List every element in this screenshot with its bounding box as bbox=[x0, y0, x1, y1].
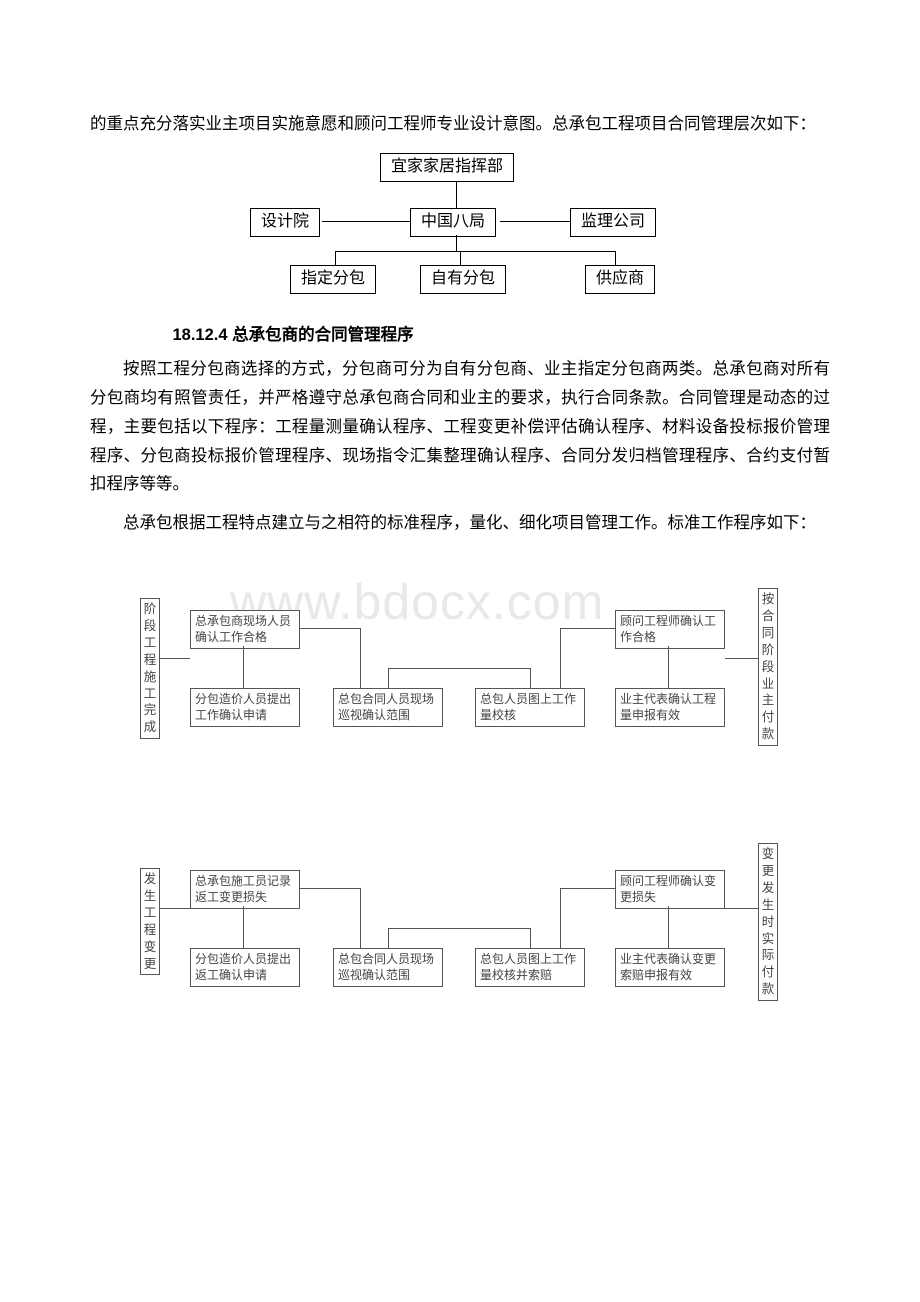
body-paragraph-2: 总承包根据工程特点建立与之相符的标准程序，量化、细化项目管理工作。标准工作程序如… bbox=[90, 509, 830, 538]
flow2-box-r2b: 总包合同人员现场巡视确认范围 bbox=[333, 948, 443, 986]
flow2-box-r2c: 总包人员图上工作量校核并索赔 bbox=[475, 948, 585, 986]
org-node-supervisor: 监理公司 bbox=[570, 208, 656, 237]
org-node-own-sub: 自有分包 bbox=[420, 265, 506, 294]
flowchart-change-payment: 发生工程变更 变更发生时实际付款 总承包施工员记录返工变更损失 顾问工程师确认变… bbox=[140, 848, 780, 1053]
org-node-desig-sub: 指定分包 bbox=[290, 265, 376, 294]
flow2-box-r1b: 顾问工程师确认变更损失 bbox=[615, 870, 725, 908]
org-node-design: 设计院 bbox=[250, 208, 320, 237]
org-node-top: 宜家家居指挥部 bbox=[380, 153, 514, 182]
flow2-box-r1a: 总承包施工员记录返工变更损失 bbox=[190, 870, 300, 908]
flow1-box-r1a: 总承包商现场人员确认工作合格 bbox=[190, 610, 300, 648]
flow1-box-r2a: 分包造价人员提出工作确认申请 bbox=[190, 688, 300, 726]
section-heading: 18.12.4 总承包商的合同管理程序 bbox=[90, 321, 830, 345]
flow1-box-r1b: 顾问工程师确认工作合格 bbox=[615, 610, 725, 648]
org-node-center: 中国八局 bbox=[410, 208, 496, 237]
flow2-box-r2a: 分包造价人员提出返工确认申请 bbox=[190, 948, 300, 986]
flow1-right-label: 按合同阶段业主付款 bbox=[758, 588, 778, 746]
intro-paragraph: 的重点充分落实业主项目实施意愿和顾问工程师专业设计意图。总承包工程项目合同管理层… bbox=[90, 110, 830, 139]
flow1-box-r2c: 总包人员图上工作量校核 bbox=[475, 688, 585, 726]
org-hierarchy-chart: 宜家家居指挥部 设计院 中国八局 监理公司 指定分包 自有分包 供应商 bbox=[200, 153, 720, 303]
flowchart-stage-payment: 阶段工程施工完成 按合同阶段业主付款 总承包商现场人员确认工作合格 顾问工程师确… bbox=[140, 588, 780, 813]
body-paragraph-1: 按照工程分包商选择的方式，分包商可分为自有分包商、业主指定分包商两类。总承包商对… bbox=[90, 355, 830, 499]
flow2-left-label: 发生工程变更 bbox=[140, 868, 160, 975]
org-node-supplier: 供应商 bbox=[585, 265, 655, 294]
flow1-left-label: 阶段工程施工完成 bbox=[140, 598, 160, 739]
flow2-box-r2d: 业主代表确认变更索赔申报有效 bbox=[615, 948, 725, 986]
flow1-box-r2b: 总包合同人员现场巡视确认范围 bbox=[333, 688, 443, 726]
flow2-right-label: 变更发生时实际付款 bbox=[758, 843, 778, 1001]
flow1-box-r2d: 业主代表确认工程量申报有效 bbox=[615, 688, 725, 726]
